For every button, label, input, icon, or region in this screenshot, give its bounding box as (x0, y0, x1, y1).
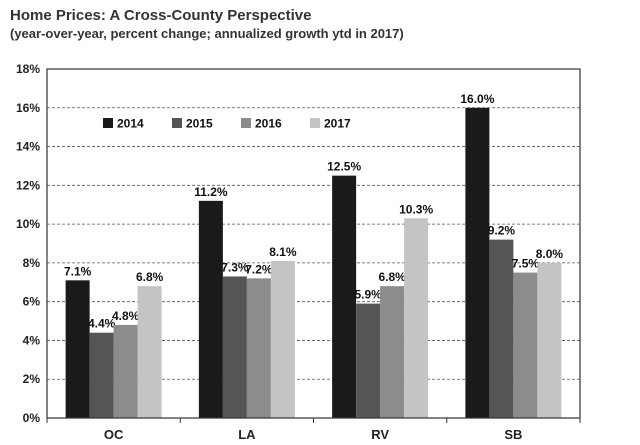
y-tick-label: 8% (23, 256, 41, 270)
bar-la-2017 (270, 260, 295, 418)
data-label: 7.3% (221, 260, 249, 274)
data-label: 5.9% (354, 288, 382, 302)
bar-oc-2014 (65, 280, 90, 418)
chart-title: Home Prices: A Cross-County Perspective (10, 7, 312, 24)
chart-subtitle: (year-over-year, percent change; annuali… (10, 26, 404, 41)
bar-sb-2014 (465, 107, 490, 419)
legend-label-2014: 2014 (117, 117, 144, 131)
y-tick-label: 18% (16, 62, 40, 76)
legend-swatch-2014 (103, 118, 113, 128)
bar-oc-2016 (113, 324, 138, 418)
bar-oc-2015 (89, 332, 114, 418)
y-tick-label: 4% (23, 333, 41, 347)
legend-label-2015: 2015 (186, 117, 213, 131)
x-category-label: RV (371, 427, 389, 442)
bar-rv-2016 (380, 286, 405, 418)
bar-sb-2017 (537, 262, 562, 418)
bar-la-2014 (198, 200, 223, 418)
data-label: 8.0% (536, 247, 564, 261)
data-label: 16.0% (460, 92, 494, 106)
bar-rv-2017 (404, 218, 429, 418)
y-tick-label: 14% (16, 140, 40, 154)
legend-swatch-2016 (241, 118, 251, 128)
x-category-label: LA (238, 427, 256, 442)
y-tick-label: 10% (16, 217, 40, 231)
y-tick-label: 2% (23, 372, 41, 386)
data-label: 10.3% (399, 202, 433, 216)
data-label: 12.5% (327, 160, 361, 174)
y-tick-label: 12% (16, 178, 40, 192)
data-label: 6.8% (378, 270, 406, 284)
data-label: 11.2% (194, 185, 228, 199)
bar-rv-2014 (332, 175, 357, 418)
bar-la-2015 (222, 276, 247, 418)
data-label: 7.2% (245, 262, 273, 276)
bar-rv-2015 (356, 303, 381, 418)
chart-header: Home Prices: A Cross-County Perspective … (10, 6, 404, 42)
y-tick-label: 0% (23, 411, 41, 425)
data-label: 6.8% (136, 270, 164, 284)
x-category-label: OC (104, 427, 124, 442)
data-label: 8.1% (269, 245, 297, 259)
y-tick-label: 6% (23, 295, 41, 309)
data-label: 7.5% (512, 257, 540, 271)
bar-sb-2016 (513, 272, 538, 418)
data-label: 4.4% (88, 317, 116, 331)
bar-oc-2017 (137, 286, 162, 418)
y-tick-label: 16% (16, 101, 40, 115)
legend-label-2016: 2016 (255, 117, 282, 131)
legend-swatch-2015 (172, 118, 182, 128)
data-label: 7.1% (64, 264, 92, 278)
data-label: 4.8% (112, 309, 140, 323)
legend-swatch-2017 (310, 118, 320, 128)
x-category-label: SB (504, 427, 522, 442)
bar-sb-2015 (489, 239, 514, 418)
data-label: 9.2% (488, 224, 516, 238)
bar-la-2016 (246, 278, 271, 418)
legend-label-2017: 2017 (324, 117, 351, 131)
